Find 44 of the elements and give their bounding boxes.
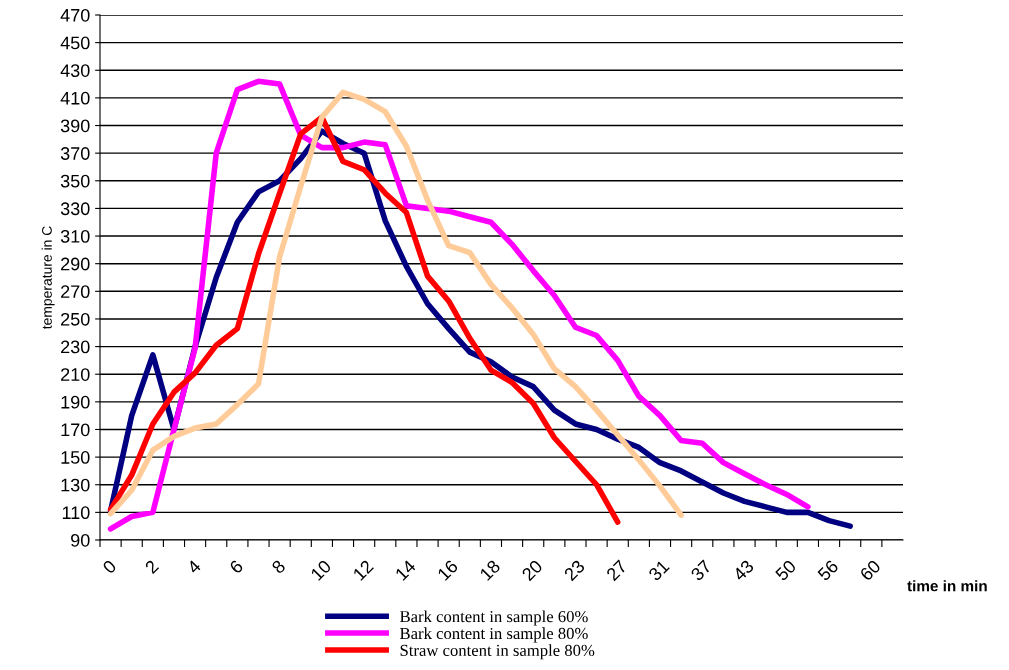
x-tick-label: 4 [186, 559, 202, 575]
y-tick-label: 330 [60, 202, 90, 216]
y-tick-label: 430 [60, 64, 90, 77]
legend-label: Straw content in sample 80% [400, 644, 595, 660]
y-tick-label: 190 [61, 395, 90, 409]
x-tick-label: 14 [394, 559, 417, 581]
x-tick-label: 2 [144, 559, 160, 575]
x-tick-label: 43 [732, 559, 755, 582]
x-tick-label: 12 [352, 559, 374, 581]
x-tick-label: 0 [101, 559, 118, 575]
y-tick-label: 310 [60, 229, 90, 243]
x-tick-label: 16 [436, 559, 459, 581]
x-tick-label: 60 [859, 559, 882, 582]
y-tick-label: 250 [61, 312, 90, 326]
y-tick-label: 370 [60, 147, 90, 160]
x-tick-label: 6 [228, 559, 244, 575]
y-tick-label: 350 [60, 174, 90, 188]
y-tick-label: 390 [60, 119, 90, 133]
y-tick-label: 110 [62, 506, 90, 520]
y-tick-label: 470 [60, 8, 90, 22]
x-tick-label: 27 [605, 559, 628, 582]
x-tick-label: 37 [690, 559, 713, 582]
x-tick-label: 50 [774, 559, 797, 582]
legend-label: Bark content in sample 60% [400, 610, 588, 626]
y-tick-label: 130 [61, 478, 90, 492]
x-tick-label: 31 [647, 559, 670, 582]
x-tick-label: 10 [310, 559, 332, 581]
y-tick-label: 230 [61, 340, 90, 354]
y-tick-label: 210 [61, 368, 90, 381]
y-tick-label: 170 [61, 423, 90, 437]
y-axis-title: temperature in C [41, 226, 55, 330]
x-tick-label: 8 [271, 559, 287, 575]
x-tick-label: 23 [563, 559, 586, 582]
y-tick-label: 150 [61, 451, 90, 464]
x-axis-title: time in min [907, 580, 987, 592]
y-tick-label: 410 [60, 91, 90, 105]
y-tick-label: 290 [61, 257, 90, 271]
x-tick-label: 56 [816, 559, 840, 582]
x-tick-label: 18 [479, 559, 501, 581]
y-tick-label: 450 [60, 36, 90, 50]
legend-label: Bark content in sample 80% [400, 627, 588, 643]
y-tick-label: 90 [71, 533, 90, 547]
y-tick-label: 270 [61, 285, 90, 299]
x-tick-label: 20 [521, 559, 544, 582]
